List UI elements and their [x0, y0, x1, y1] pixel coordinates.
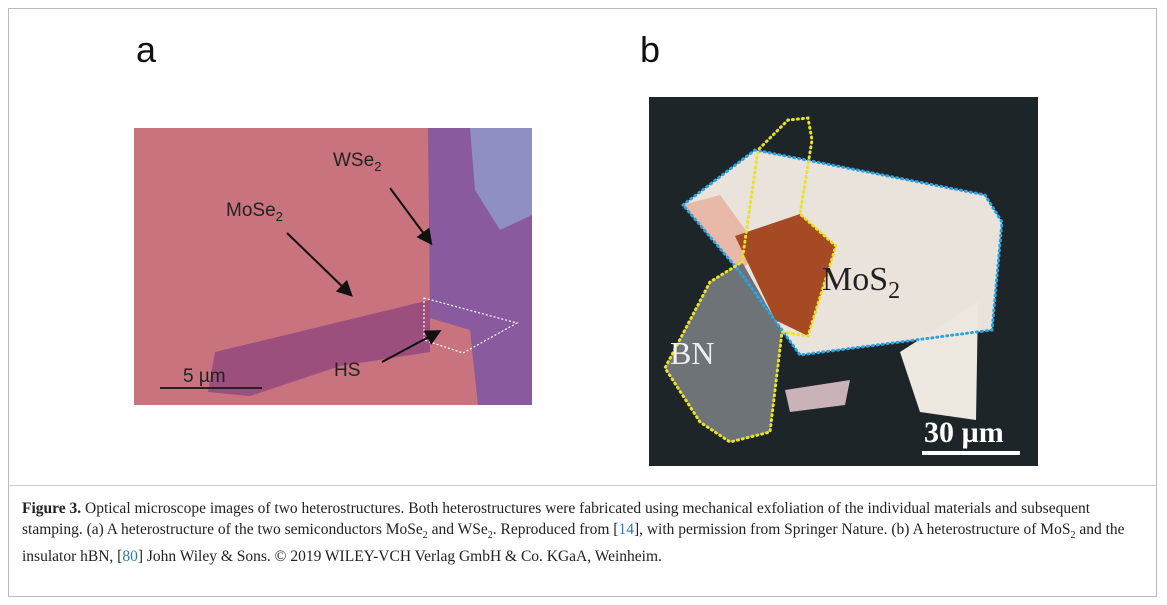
subscript: 2	[422, 530, 428, 542]
panel-letter: a	[136, 29, 157, 70]
label: MoS2	[822, 261, 900, 304]
label-text: WSe	[333, 150, 374, 171]
label: BN	[670, 335, 714, 371]
caption-text: Optical microscope images of two heteros…	[22, 500, 1091, 538]
label: HS	[334, 360, 360, 381]
scale-label: 30 µm	[924, 416, 1004, 449]
arrow	[381, 330, 442, 363]
label-text: MoS	[822, 261, 888, 298]
panel-letter: b	[640, 29, 660, 70]
label: MoSe2	[226, 200, 283, 224]
caption-label: Figure 3.	[22, 500, 82, 517]
caption-text: ] John Wiley & Sons. © 2019 WILEY-VCH Ve…	[137, 548, 662, 566]
label-text: MoSe	[226, 200, 276, 221]
label-sub: 2	[276, 209, 283, 224]
figure: a b WSe2 MoSe2 HS 5 µm MoS2 BN 30 µm	[134, 29, 1038, 466]
label: WSe2	[333, 150, 381, 174]
caption-text: and WSe	[427, 521, 488, 538]
label-sub: 2	[888, 278, 900, 304]
label-sub: 2	[374, 159, 381, 174]
image-a: WSe2 MoSe2 HS 5 µm	[134, 128, 532, 405]
separator	[9, 485, 1156, 486]
caption: Figure 3. Optical microscope images of t…	[22, 498, 1142, 567]
caption-text: ], with permission from Springer Nature.…	[633, 521, 1071, 538]
reference-link[interactable]: 14	[618, 521, 634, 538]
arrow	[389, 187, 433, 246]
reference-link[interactable]: 80	[122, 548, 138, 566]
caption-text: and the insulator hBN, [	[22, 521, 1125, 566]
caption-text: . Reproduced from [	[492, 521, 619, 538]
arrow	[286, 232, 353, 297]
image-b: MoS2 BN 30 µm	[649, 97, 1038, 466]
figure-frame	[8, 8, 1157, 597]
scale-label: 5 µm	[183, 366, 226, 387]
subscript: 2	[487, 530, 493, 542]
subscript: 2	[1070, 530, 1076, 542]
